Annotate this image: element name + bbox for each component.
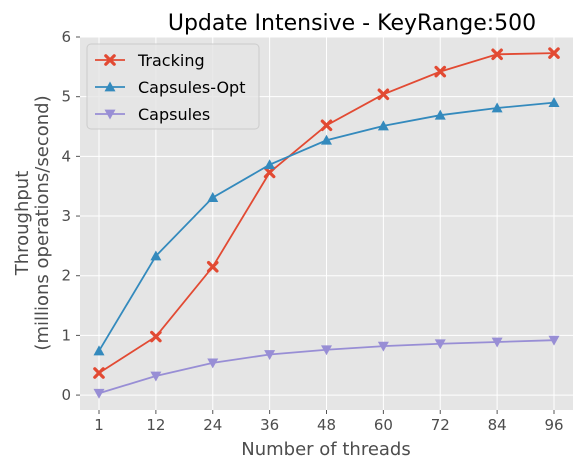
y-tick-label: 1 (61, 326, 71, 344)
capsules-opt-point (377, 120, 389, 131)
capsules-point (491, 337, 503, 348)
capsules-point (93, 388, 105, 399)
tracking-point (434, 65, 447, 78)
capsules-point (377, 341, 389, 352)
legend-marker (104, 54, 116, 66)
legend-label: Capsules-Opt (138, 78, 245, 97)
series-tracking (93, 47, 560, 379)
legend: Tracking Capsules-Opt Capsules (86, 43, 260, 130)
x-tick-label: 36 (260, 416, 279, 434)
tracking-point (206, 260, 219, 273)
y-tick-label: 3 (61, 207, 71, 225)
x-tick-label: 72 (431, 416, 450, 434)
tracking-point (548, 47, 560, 59)
y-tick-label: 2 (61, 267, 71, 285)
y-tick-label: 6 (61, 28, 71, 46)
capsules-opt-point (264, 159, 276, 170)
x-tick-label: 1 (94, 416, 104, 434)
chart-title: Update Intensive - KeyRange:500 (168, 11, 536, 36)
series-capsules (93, 335, 560, 399)
capsules-opt-point (321, 134, 332, 145)
series-capsules-opt (93, 97, 560, 356)
series-layer (93, 47, 560, 399)
y-axis-label-line2: (millions operations/second) (32, 95, 53, 350)
legend-label: Capsules (138, 105, 210, 124)
tracking-point (491, 48, 503, 61)
capsules-point (207, 358, 219, 369)
y-tick-label: 0 (61, 386, 71, 404)
capsules-point (321, 345, 332, 356)
capsules-opt-point (93, 345, 105, 356)
capsules-point (264, 350, 276, 360)
capsules-opt-point (434, 109, 446, 120)
y-axis-label-line1: Throughput (12, 171, 33, 277)
tracking-point (263, 166, 276, 179)
capsules-opt-point (207, 192, 219, 202)
y-axis-ticks: 0 1 2 3 4 5 6 (61, 28, 80, 404)
tracking-point (93, 367, 105, 379)
legend-item-capsules-opt: Capsules-Opt (95, 78, 245, 97)
x-tick-label: 48 (317, 416, 336, 434)
x-tick-label: 60 (374, 416, 393, 434)
y-tick-label: 4 (61, 147, 71, 165)
capsules-point (548, 335, 560, 346)
x-axis-label: Number of threads (241, 439, 410, 460)
legend-label: Tracking (137, 51, 205, 70)
legend-item-tracking: Tracking (95, 51, 205, 70)
tracking-point (320, 119, 333, 132)
legend-box (86, 43, 260, 130)
x-tick-label: 12 (146, 416, 165, 434)
y-tick-label: 5 (61, 88, 71, 106)
legend-marker (104, 109, 116, 120)
legend-marker (104, 81, 116, 92)
capsules-opt-point (548, 97, 560, 108)
tracking-point (377, 88, 390, 101)
legend-item-capsules: Capsules (95, 105, 210, 124)
x-tick-label: 24 (203, 416, 222, 434)
tracking-point (150, 330, 162, 343)
capsules-point (434, 339, 446, 350)
capsules-point (150, 371, 162, 382)
capsules-opt-point (491, 102, 503, 113)
x-axis-ticks: 1 12 24 36 48 60 72 84 96 (94, 410, 564, 434)
capsules-opt-point (150, 250, 162, 261)
x-tick-label: 84 (488, 416, 507, 434)
x-tick-label: 96 (544, 416, 563, 434)
